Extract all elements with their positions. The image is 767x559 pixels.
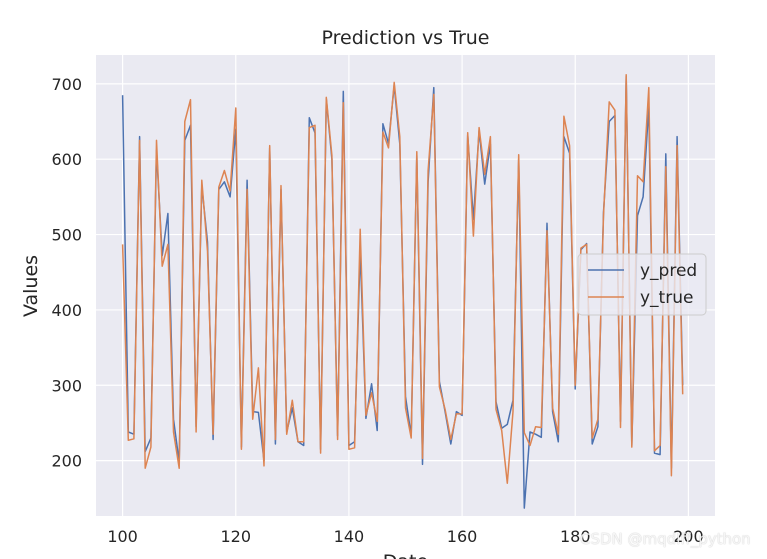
y-tick-label: 200 (51, 452, 82, 471)
y-tick-labels: 200 300 400 500 600 700 (51, 75, 82, 471)
watermark: CSDN @mqdlff_python (580, 530, 751, 548)
x-tick-label: 180 (560, 527, 591, 546)
y-tick-label: 300 (51, 376, 82, 395)
x-tick-labels: 100 120 140 160 180 200 (107, 527, 703, 546)
y-tick-label: 700 (51, 75, 82, 94)
x-tick-label: 160 (447, 527, 478, 546)
x-tick-label: 200 (673, 527, 704, 546)
x-axis-label: Date (383, 551, 428, 559)
y-tick-label: 400 (51, 301, 82, 320)
legend: y_pred y_true (577, 253, 707, 316)
y-tick-label: 500 (51, 226, 82, 245)
legend-label-y_pred: y_pred (640, 261, 697, 281)
legend-label-y_true: y_true (640, 288, 693, 308)
series-line-y_true (121, 74, 684, 484)
x-tick-label: 140 (334, 527, 365, 546)
x-tick-label: 100 (107, 527, 138, 546)
y-axis-label: Values (20, 255, 42, 317)
x-tick-label: 120 (220, 527, 251, 546)
chart-title: Prediction vs True (322, 27, 490, 49)
y-tick-label: 600 (51, 150, 82, 169)
series-lines (121, 74, 684, 509)
